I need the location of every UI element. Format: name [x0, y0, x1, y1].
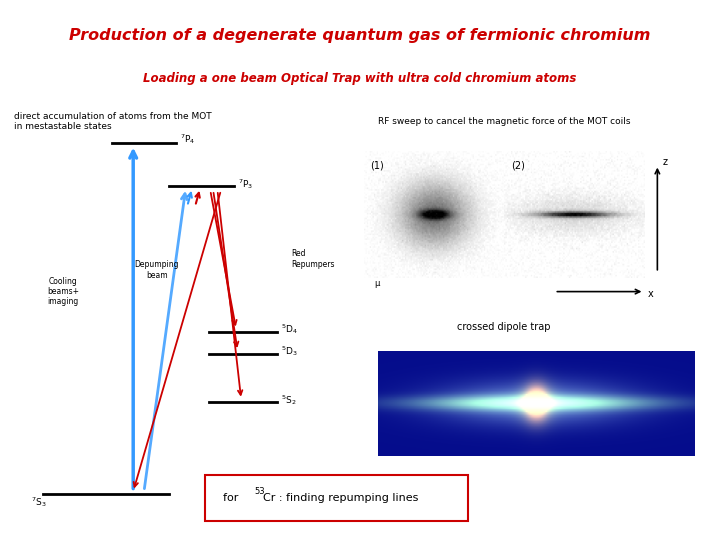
- Text: x: x: [648, 289, 654, 299]
- Text: $^5$D$_3$: $^5$D$_3$: [281, 344, 297, 358]
- Text: Production of a degenerate quantum gas of fermionic chromium: Production of a degenerate quantum gas o…: [69, 28, 651, 43]
- Text: crossed dipole trap: crossed dipole trap: [457, 322, 551, 332]
- Text: (1): (1): [371, 160, 384, 170]
- Text: $^7$S$_3$: $^7$S$_3$: [31, 495, 47, 509]
- Text: for: for: [223, 493, 242, 503]
- Text: $^5$D$_4$: $^5$D$_4$: [281, 322, 298, 336]
- Text: Cr : finding repumping lines: Cr : finding repumping lines: [263, 493, 418, 503]
- Bar: [205, 475, 468, 521]
- Text: μ: μ: [374, 279, 379, 288]
- Text: Depumping
beam: Depumping beam: [135, 260, 179, 280]
- Text: z: z: [662, 157, 667, 167]
- Text: $^7$P$_3$: $^7$P$_3$: [238, 177, 253, 191]
- Text: $^7$P$_4$: $^7$P$_4$: [180, 132, 196, 146]
- Text: (2): (2): [511, 160, 525, 170]
- Text: Red
Repumpers: Red Repumpers: [292, 249, 335, 269]
- Text: Loading a one beam Optical Trap with ultra cold chromium atoms: Loading a one beam Optical Trap with ult…: [143, 72, 577, 85]
- Text: RF sweep to cancel the magnetic force of the MOT coils: RF sweep to cancel the magnetic force of…: [378, 117, 631, 126]
- Text: 53: 53: [254, 487, 265, 496]
- Text: Cooling
beams+
imaging: Cooling beams+ imaging: [48, 276, 79, 307]
- Text: $^5$S$_2$: $^5$S$_2$: [281, 393, 297, 407]
- Text: direct accumulation of atoms from the MOT
in mestastable states: direct accumulation of atoms from the MO…: [14, 112, 212, 131]
